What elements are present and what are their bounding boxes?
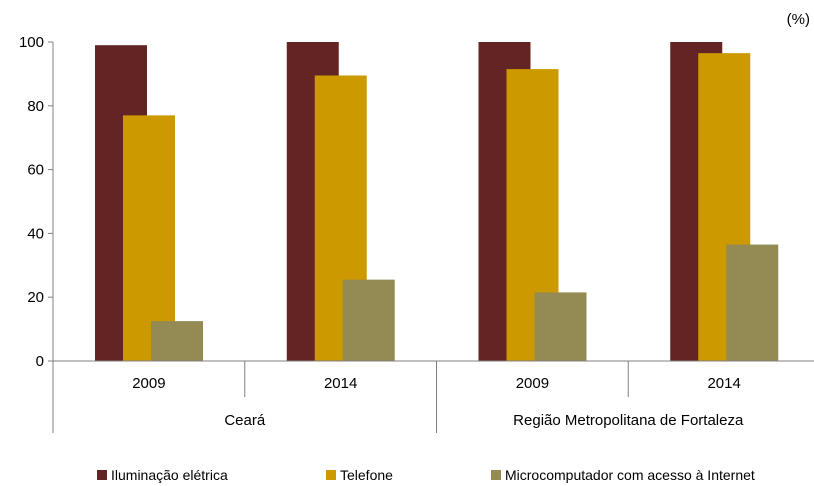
group-label: Região Metropolitana de Fortaleza <box>513 412 744 429</box>
bars-layer <box>95 42 779 362</box>
legend-swatch <box>326 470 336 480</box>
x-tick-label: 2014 <box>324 375 357 392</box>
y-tick-label: 60 <box>27 162 44 179</box>
x-tick-label: 2009 <box>516 375 549 392</box>
legend: Iluminação elétrica Telefone Microcomputad… <box>97 467 755 483</box>
y-tick-label: 100 <box>19 34 44 51</box>
group-label: Ceará <box>224 412 266 429</box>
bar-2-1 <box>123 115 175 362</box>
bar-3-2 <box>342 279 395 361</box>
legend-swatch <box>97 470 107 480</box>
bar-3-1 <box>151 321 203 361</box>
legend-label: Telefone <box>340 467 393 483</box>
bar-3-4 <box>726 244 779 361</box>
unit-label: (%) <box>787 11 810 28</box>
bar-3-3 <box>534 292 587 361</box>
x-axis: 2009 2014 2009 2014 Ceará Região Metropolitan… <box>52 360 814 433</box>
x-tick-label: 2009 <box>132 375 165 392</box>
x-tick-label: 2014 <box>707 375 740 392</box>
legend-label: Microcomputador com acesso à Internet <box>505 467 755 483</box>
legend-swatch <box>491 470 501 480</box>
y-tick-label: 40 <box>27 225 44 242</box>
y-tick-label: 80 <box>27 98 44 115</box>
legend-label: Iluminação elétrica <box>111 467 228 483</box>
y-axis: 0 20 40 60 80 100 <box>19 34 54 370</box>
y-tick-label: 0 <box>36 353 44 370</box>
y-tick-label: 20 <box>27 289 44 306</box>
